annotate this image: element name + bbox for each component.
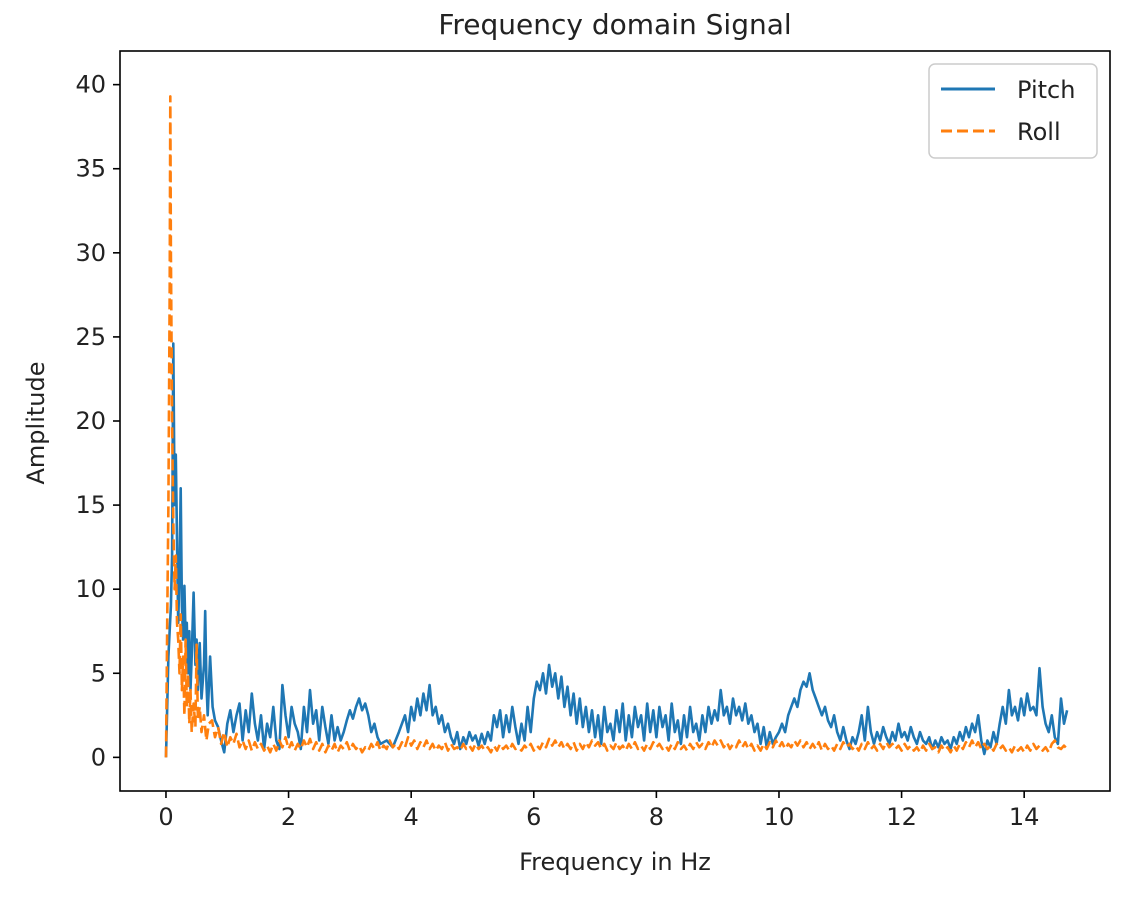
y-axis-label: Amplitude — [22, 362, 50, 485]
legend-pitch-label: Pitch — [1017, 76, 1075, 104]
y-tick-label: 30 — [75, 239, 106, 267]
x-tick-label: 10 — [764, 803, 795, 831]
chart-title: Frequency domain Signal — [438, 8, 791, 41]
series-line-pitch — [164, 342, 1069, 758]
y-tick-label: 10 — [75, 575, 106, 603]
x-tick-label: 4 — [404, 803, 419, 831]
y-tick-label: 0 — [91, 743, 106, 771]
x-tick-label: 8 — [649, 803, 664, 831]
y-tick-label: 35 — [75, 155, 106, 183]
series-layer — [164, 95, 1069, 758]
x-tick-label: 14 — [1009, 803, 1040, 831]
legend: Pitch Roll — [928, 63, 1098, 159]
legend-roll-label: Roll — [1017, 118, 1061, 146]
y-tick-label: 40 — [75, 71, 106, 99]
x-tick-label: 6 — [526, 803, 541, 831]
y-tick-label: 5 — [91, 659, 106, 687]
y-axis: 0 5 10 15 20 25 30 35 40 — [75, 71, 120, 771]
x-tick-label: 12 — [886, 803, 917, 831]
series-line-roll — [164, 95, 1069, 758]
x-tick-label: 2 — [281, 803, 296, 831]
y-tick-label: 15 — [75, 491, 106, 519]
x-axis-label: Frequency in Hz — [519, 848, 711, 876]
y-tick-label: 20 — [75, 407, 106, 435]
x-axis: 0 2 4 6 8 10 12 14 — [158, 791, 1039, 831]
x-tick-label: 0 — [158, 803, 173, 831]
y-tick-label: 25 — [75, 323, 106, 351]
